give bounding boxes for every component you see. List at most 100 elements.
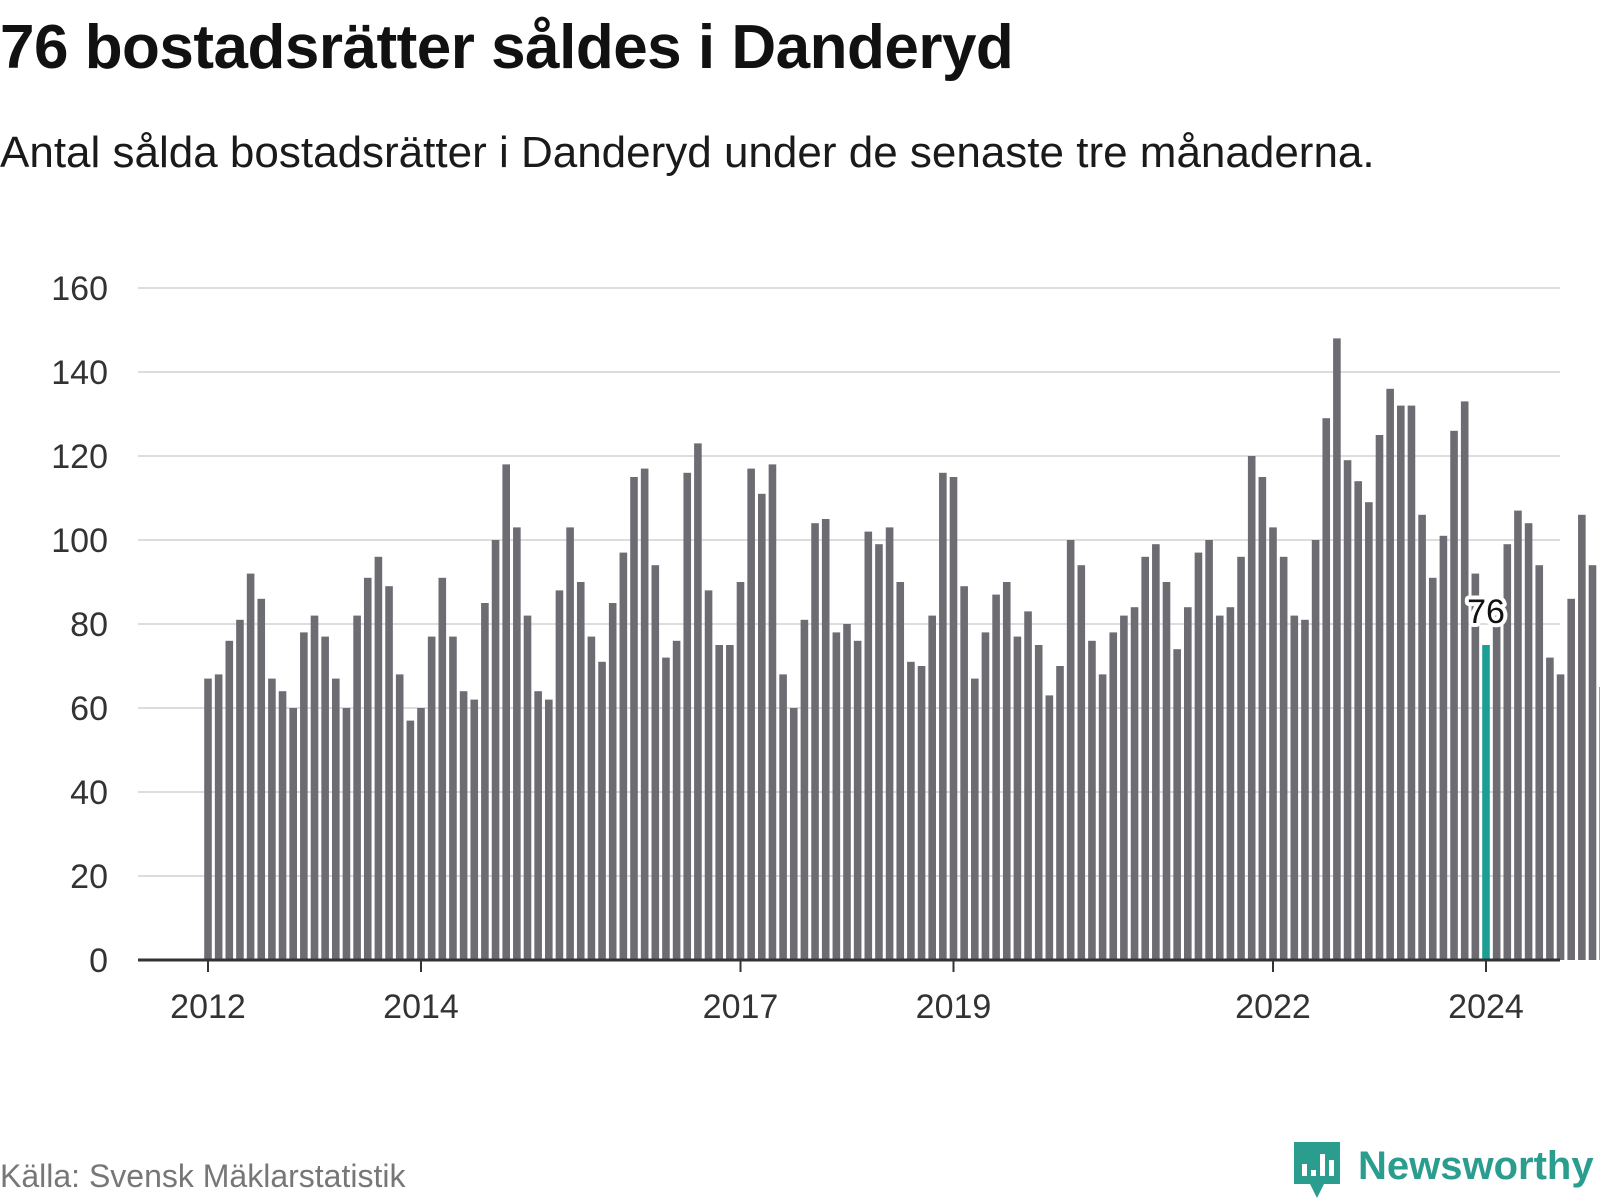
bar — [1034, 645, 1043, 960]
bar — [1354, 481, 1362, 960]
y-tick-label: 100 — [51, 522, 108, 560]
x-tick-label: 2017 — [703, 988, 779, 1026]
bar — [598, 661, 606, 960]
bar — [981, 632, 990, 960]
bar — [864, 531, 873, 960]
bar — [747, 468, 755, 960]
highlight-value-label: 76 — [1467, 593, 1505, 631]
bar — [257, 598, 266, 960]
bar — [1322, 418, 1331, 960]
bar — [683, 472, 692, 960]
bar — [332, 678, 340, 960]
bar — [225, 640, 234, 960]
bar — [1471, 573, 1480, 960]
x-tick-label: 2022 — [1235, 988, 1311, 1026]
chart-title: 76 bostadsrätter såldes i Danderyd — [0, 13, 1014, 82]
bar — [811, 523, 819, 960]
bar — [736, 582, 745, 960]
bar — [534, 691, 542, 960]
y-tick-label: 160 — [51, 270, 108, 308]
bar — [1375, 435, 1384, 960]
bar — [651, 565, 660, 960]
bar — [246, 573, 255, 960]
bar — [949, 477, 958, 960]
bar — [587, 636, 596, 960]
bar — [1514, 510, 1522, 960]
bar — [1066, 540, 1075, 960]
bar — [566, 527, 574, 960]
bar — [1311, 540, 1320, 960]
bar — [1109, 632, 1118, 960]
bar — [1258, 477, 1267, 960]
bar — [907, 661, 915, 960]
bar — [992, 594, 1000, 960]
bar — [1045, 695, 1054, 960]
bar — [470, 699, 479, 960]
bar — [300, 632, 308, 960]
bar — [821, 519, 830, 960]
bar — [406, 720, 415, 960]
bar — [1546, 657, 1554, 960]
bar — [576, 582, 585, 960]
bar — [1226, 607, 1235, 960]
bar — [971, 678, 979, 960]
bar — [1120, 615, 1128, 960]
bar — [789, 708, 798, 960]
bars — [204, 338, 1600, 961]
bar — [1056, 666, 1064, 960]
bar — [342, 708, 351, 960]
brand-name: Newsworthy — [1358, 1144, 1594, 1188]
brand[interactable]: Newsworthy — [1292, 1140, 1594, 1200]
source-note: Källa: Svensk Mäklarstatistik — [0, 1158, 406, 1194]
bar — [491, 540, 500, 960]
bar — [1503, 544, 1512, 960]
bar — [853, 640, 862, 960]
bar — [289, 708, 297, 960]
bar — [459, 691, 468, 960]
y-tick-label: 60 — [70, 690, 108, 728]
x-tick-label: 2019 — [916, 988, 992, 1026]
bar — [1002, 582, 1011, 960]
bar — [1556, 674, 1565, 960]
bar — [1130, 607, 1139, 960]
bar — [427, 636, 436, 960]
bar — [843, 624, 851, 960]
bar-highlight — [1482, 645, 1490, 960]
bar — [310, 615, 319, 960]
x-tick-label: 2014 — [383, 988, 459, 1026]
x-axis: 2012 2014 2017 2019 2022 2024 — [138, 958, 1560, 1026]
bar — [917, 666, 926, 960]
bar — [385, 586, 393, 960]
bar — [353, 615, 361, 960]
bar — [1098, 674, 1107, 960]
bar — [1492, 615, 1501, 960]
bar — [1205, 540, 1213, 960]
bar — [960, 586, 968, 960]
bar — [449, 636, 457, 960]
y-tick-label: 120 — [51, 438, 108, 476]
bar — [875, 544, 883, 960]
bar — [1215, 615, 1224, 960]
y-tick-label: 80 — [70, 606, 108, 644]
bar — [1088, 640, 1096, 960]
bar — [630, 477, 638, 960]
bar — [619, 552, 628, 960]
bar — [1578, 514, 1586, 960]
bar — [1152, 544, 1160, 960]
bar — [928, 615, 936, 960]
bar — [1237, 556, 1245, 960]
bar — [726, 645, 734, 960]
bar — [1290, 615, 1299, 960]
bar — [214, 674, 223, 960]
x-tick-label: 2012 — [170, 988, 246, 1026]
bar — [768, 464, 777, 960]
y-tick-label: 140 — [51, 354, 108, 392]
bar — [363, 577, 372, 960]
bar — [672, 640, 681, 960]
bar — [1173, 649, 1181, 960]
bar — [694, 443, 702, 960]
bar — [1567, 598, 1575, 960]
bar — [555, 590, 564, 960]
bar — [896, 582, 905, 960]
bar — [1386, 388, 1394, 960]
